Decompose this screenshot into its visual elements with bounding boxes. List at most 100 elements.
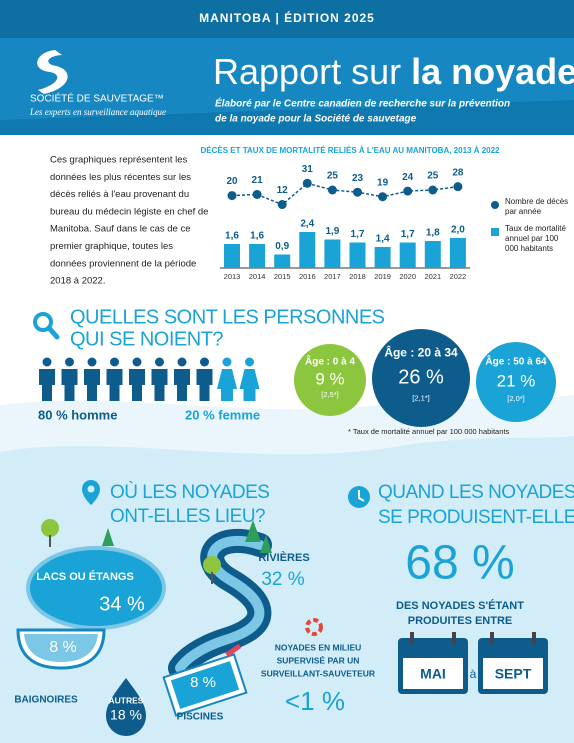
age-rate: [2,0*] <box>507 394 525 403</box>
intro-line: Ces graphiques représentent les <box>50 155 188 166</box>
title-bold: la noyade <box>411 51 574 92</box>
intro-line: premier graphique, toutes les <box>50 241 173 252</box>
logo-mark <box>37 50 68 94</box>
line-point <box>227 191 237 201</box>
logo-name: SOCIÉTÉ DE SAUVETAGE™ <box>30 92 164 105</box>
point-label: 19 <box>377 177 389 188</box>
location-text: <1 % <box>285 686 345 716</box>
pool-water <box>170 661 240 709</box>
bar <box>424 241 441 268</box>
drop <box>106 678 146 736</box>
legend-line: Taux de mortalité <box>505 224 566 233</box>
header-strip <box>0 0 574 38</box>
age-pct: 9 % <box>315 369 344 388</box>
legend-line: annuel par 100 <box>505 234 559 243</box>
ring <box>452 632 456 644</box>
search-icon <box>33 312 53 332</box>
lake-shore <box>26 546 166 630</box>
point-label: 28 <box>452 167 464 178</box>
x-tick-label: 2017 <box>324 272 341 281</box>
season-pct: 68 % <box>405 537 514 590</box>
point-label: 24 <box>402 172 414 183</box>
location-text: PISCINES <box>177 712 224 723</box>
section-heading: QUI SE NOIENT? <box>70 328 223 350</box>
bar-label: 2,4 <box>300 219 314 230</box>
location-text: AUTRES <box>109 695 144 705</box>
line-point <box>353 187 362 197</box>
bar-label: 1,6 <box>225 231 239 242</box>
location-text: 18 % <box>110 707 142 723</box>
subtitle: de la noyade pour la Société de sauvetag… <box>215 114 417 125</box>
pin-hole <box>87 485 95 493</box>
location-text: BAIGNOIRES <box>14 695 78 706</box>
age-pct: 21 % <box>497 371 536 390</box>
x-tick-label: 2020 <box>399 272 416 281</box>
pool <box>162 653 248 717</box>
legend-swatch <box>491 228 499 236</box>
person-head <box>87 357 97 367</box>
x-tick-label: 2022 <box>450 272 467 281</box>
person-head <box>65 357 74 367</box>
bar <box>374 247 391 268</box>
chart-title: DÉCÈS ET TAUX DE MORTALITÉ RELIÉS À L'EA… <box>201 146 501 155</box>
person-body <box>39 369 55 401</box>
section-heading: QUAND LES NOYADES <box>378 482 574 503</box>
bar-label: 1,7 <box>351 229 365 240</box>
x-tick-label: 2015 <box>274 272 291 281</box>
person-head <box>132 357 142 367</box>
ring <box>410 632 414 644</box>
x-tick-label: 2018 <box>349 272 366 281</box>
bar-label: 1,6 <box>250 231 264 242</box>
person-body <box>217 369 237 401</box>
person-head <box>155 357 164 367</box>
location-text: SUPERVISÉ PAR UN <box>277 655 360 665</box>
title: Rapport sur la noyade <box>213 51 574 92</box>
women-share: 20 % femme <box>185 407 260 422</box>
bar-label: 1,4 <box>376 234 390 245</box>
river-water <box>175 535 265 673</box>
section-heading: QUELLES SONT LES PERSONNES <box>70 306 385 328</box>
season-text: PRODUITES ENTRE <box>408 615 513 627</box>
edition: MANITOBA | ÉDITION 2025 <box>199 10 375 25</box>
tree <box>260 535 272 553</box>
intro-line: 2018 à 2022. <box>50 276 105 287</box>
lake <box>28 548 164 628</box>
person-body <box>151 369 168 401</box>
tree-trunk <box>49 535 51 547</box>
intro-line: données les plus récentes sur les <box>50 172 191 183</box>
line-point <box>428 185 438 195</box>
season-text: DES NOYADES S'ÉTANT <box>396 599 524 612</box>
person-body <box>61 369 78 401</box>
age-circle <box>294 344 366 416</box>
calendar-page <box>483 658 543 689</box>
bar <box>249 244 266 268</box>
age-rate: [2,5*] <box>321 390 339 399</box>
person-body <box>106 369 123 401</box>
bath-water <box>24 634 98 662</box>
intro-line: bureau du médecin légiste en chef de <box>50 206 208 217</box>
location-text: NOYADES EN MILIEU <box>275 642 362 652</box>
person-head <box>222 357 232 367</box>
location-text: SURVEILLANT-SAUVETEUR <box>261 668 375 678</box>
line-point <box>403 186 413 196</box>
point-label: 21 <box>252 175 264 186</box>
tree <box>41 519 59 537</box>
legend-line: par année <box>505 207 542 216</box>
ring <box>490 632 494 644</box>
location-text: 8 % <box>49 639 77 656</box>
legend-line: 000 habitants <box>505 244 553 253</box>
point-label: 25 <box>327 171 339 182</box>
person-body <box>239 369 260 401</box>
point-label: 20 <box>226 176 238 187</box>
line-point <box>277 200 287 210</box>
x-tick-label: 2016 <box>299 272 316 281</box>
tree <box>203 556 221 574</box>
bar <box>399 242 416 268</box>
x-tick-label: 2013 <box>224 272 241 281</box>
point-label: 25 <box>427 171 439 182</box>
bar <box>224 244 240 268</box>
subtitle: Élaboré par le Centre canadien de recher… <box>215 97 510 110</box>
person-head <box>110 357 119 367</box>
bar-label: 2,0 <box>451 225 465 236</box>
